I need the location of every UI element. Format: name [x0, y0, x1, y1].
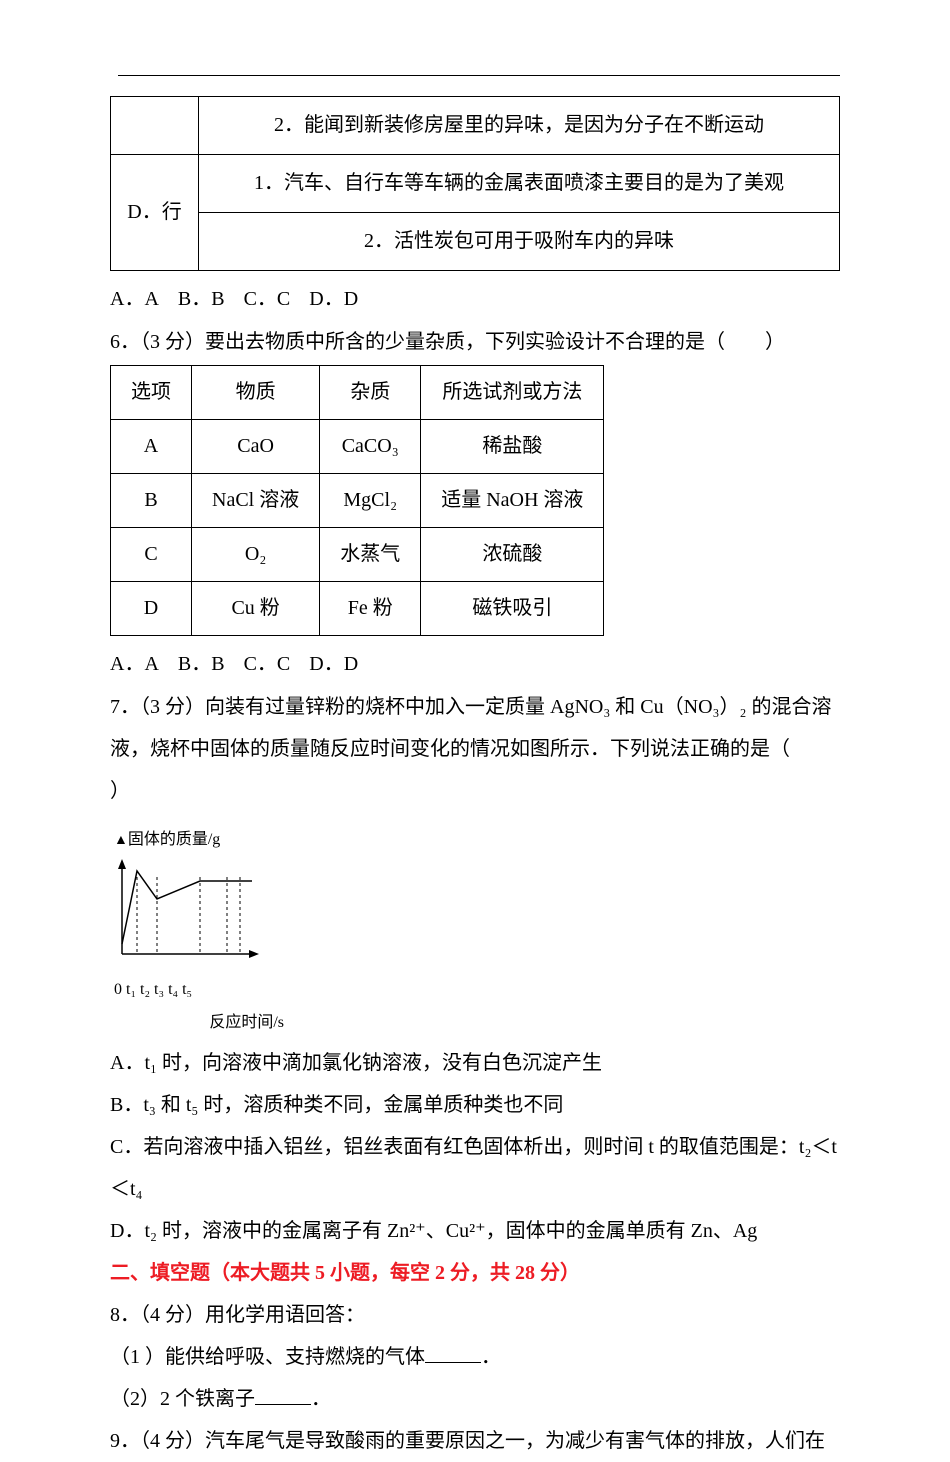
q7-line2: 液，烧杯中固体的质量随反应时间变化的情况如图所示．下列说法正确的是（ — [110, 729, 840, 770]
q9-stem: 9．（4 分）汽车尾气是导致酸雨的重要原因之一，为减少有害气体的排放，人们在 — [110, 1421, 840, 1462]
q6-stem: 6．（3 分）要出去物质中所含的少量杂质，下列实验设计不合理的是（ ） — [110, 322, 840, 363]
graph-xlabel: 反应时间/s — [114, 1007, 294, 1040]
q7-opt-a: A．t₁ 时，向溶液中滴加氯化钠溶液，没有白色沉淀产生 — [110, 1043, 840, 1084]
h-method: 所选试剂或方法 — [421, 366, 604, 420]
graph-svg — [114, 859, 264, 959]
cell-content-1: 2．能闻到新装修房屋里的异味，是因为分子在不断运动 — [199, 97, 840, 155]
h-option: 选项 — [111, 366, 192, 420]
table-q6: 选项 物质 杂质 所选试剂或方法 A CaO CaCO₃ 稀盐酸 B NaCl … — [110, 365, 604, 636]
q6-opt-b: B．B — [178, 653, 225, 675]
q7-opt-c2: ＜t₄ — [110, 1169, 840, 1210]
q8-stem: 8．（4 分）用化学用语回答： — [110, 1295, 840, 1336]
q6-opt-d: D．D — [309, 653, 358, 675]
h-substance: 物质 — [192, 366, 320, 420]
section2-heading: 二、填空题（本大题共 5 小题，每空 2 分，共 28 分） — [110, 1253, 840, 1294]
table1-row-3: 2．活性炭包可用于吸附车内的异味 — [111, 213, 840, 271]
h-impurity: 杂质 — [320, 366, 421, 420]
graph-ylabel: ▲固体的质量/g — [114, 824, 294, 857]
q8-tail-1: ． — [481, 1346, 501, 1368]
q8-sub2-text: （2）2 个铁离子 — [110, 1388, 255, 1410]
graph-xticks: 0 t₁ t₂ t₃ t₄ t₅ — [114, 974, 294, 1007]
top-rule — [118, 75, 840, 76]
q8-sub1-text: （1 ）能供给呼吸、支持燃烧的气体 — [110, 1346, 425, 1368]
opt-c: C．C — [244, 288, 291, 310]
q8-sub2: （2）2 个铁离子 ． — [110, 1379, 840, 1420]
opt-a: A．A — [110, 288, 159, 310]
q5-options: A．A B．B C．C D．D — [110, 279, 840, 320]
table1-row-1: 2．能闻到新装修房屋里的异味，是因为分子在不断运动 — [111, 97, 840, 155]
q7-opt-c: C．若向溶液中插入铝丝，铝丝表面有红色固体析出，则时间 t 的取值范围是：t₂＜… — [110, 1127, 840, 1168]
q7-opt-d: D．t₂ 时，溶液中的金属离子有 Zn²⁺、Cu²⁺，固体中的金属单质有 Zn、… — [110, 1211, 840, 1252]
cell-label-empty — [111, 97, 199, 155]
table2-row-c: C O₂ 水蒸气 浓硫酸 — [111, 528, 604, 582]
table2-row-b: B NaCl 溶液 MgCl₂ 适量 NaOH 溶液 — [111, 474, 604, 528]
opt-b: B．B — [178, 288, 225, 310]
q7-graph: ▲固体的质量/g 0 t₁ t₂ t₃ t₄ t₅ 反应时间/s — [114, 824, 294, 1039]
q7-line3: ） — [110, 771, 840, 812]
q6-options: A．A B．B C．C D．D — [110, 644, 840, 685]
cell-content-2: 1．汽车、自行车等车辆的金属表面喷漆主要目的是为了美观 — [199, 155, 840, 213]
opt-d: D．D — [309, 288, 358, 310]
q7-line1: 7．（3 分）向装有过量锌粉的烧杯中加入一定质量 AgNO₃ 和 Cu（NO₃）… — [110, 687, 840, 728]
q7-opt-b: B．t₃ 和 t₅ 时，溶质种类不同，金属单质种类也不同 — [110, 1085, 840, 1126]
table2-row-a: A CaO CaCO₃ 稀盐酸 — [111, 420, 604, 474]
blank-2[interactable] — [255, 1385, 311, 1405]
blank-1[interactable] — [425, 1343, 481, 1363]
table-q5-fragment: 2．能闻到新装修房屋里的异味，是因为分子在不断运动 D．行 1．汽车、自行车等车… — [110, 96, 840, 271]
cell-label-d: D．行 — [111, 155, 199, 271]
table1-row-2: D．行 1．汽车、自行车等车辆的金属表面喷漆主要目的是为了美观 — [111, 155, 840, 213]
cell-content-3: 2．活性炭包可用于吸附车内的异味 — [199, 213, 840, 271]
q6-opt-a: A．A — [110, 653, 159, 675]
q8-tail-2: ． — [311, 1388, 331, 1410]
table2-header-row: 选项 物质 杂质 所选试剂或方法 — [111, 366, 604, 420]
q6-opt-c: C．C — [244, 653, 291, 675]
table2-row-d: D Cu 粉 Fe 粉 磁铁吸引 — [111, 582, 604, 636]
